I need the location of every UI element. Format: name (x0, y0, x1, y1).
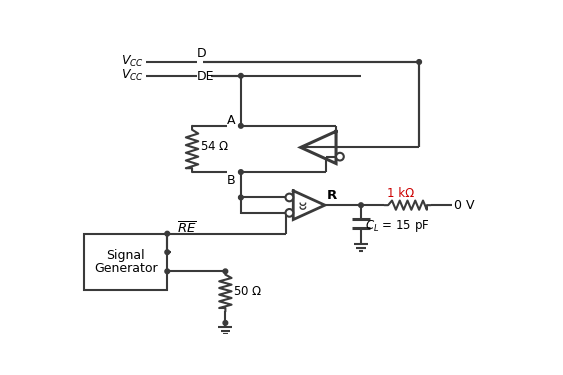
FancyBboxPatch shape (84, 234, 167, 290)
Text: Signal: Signal (106, 249, 145, 261)
Circle shape (336, 153, 344, 160)
Text: $V_{CC}$: $V_{CC}$ (120, 68, 144, 83)
Text: 54 $\Omega$: 54 $\Omega$ (200, 140, 229, 153)
Circle shape (239, 123, 243, 128)
Text: $C_L$ = 15 pF: $C_L$ = 15 pF (365, 218, 430, 234)
Text: DE: DE (196, 70, 214, 83)
Circle shape (165, 250, 169, 255)
Circle shape (165, 269, 169, 274)
Circle shape (359, 203, 363, 207)
Text: $V_{CC}$: $V_{CC}$ (120, 54, 144, 69)
Text: $\overline{RE}$: $\overline{RE}$ (177, 220, 196, 236)
Text: A: A (227, 114, 235, 127)
Text: R: R (327, 189, 337, 202)
Circle shape (223, 269, 227, 274)
Circle shape (285, 194, 293, 201)
Text: 50 $\Omega$: 50 $\Omega$ (233, 285, 262, 298)
Text: Generator: Generator (94, 262, 158, 275)
Circle shape (223, 321, 227, 325)
Circle shape (239, 74, 243, 78)
Text: 1 kΩ: 1 kΩ (387, 187, 414, 200)
Circle shape (239, 170, 243, 174)
Text: 0 V: 0 V (454, 199, 475, 211)
Text: B: B (227, 174, 235, 187)
Circle shape (417, 60, 422, 64)
Circle shape (165, 231, 169, 236)
Circle shape (285, 209, 293, 217)
Circle shape (239, 195, 243, 200)
Text: D: D (196, 47, 206, 60)
